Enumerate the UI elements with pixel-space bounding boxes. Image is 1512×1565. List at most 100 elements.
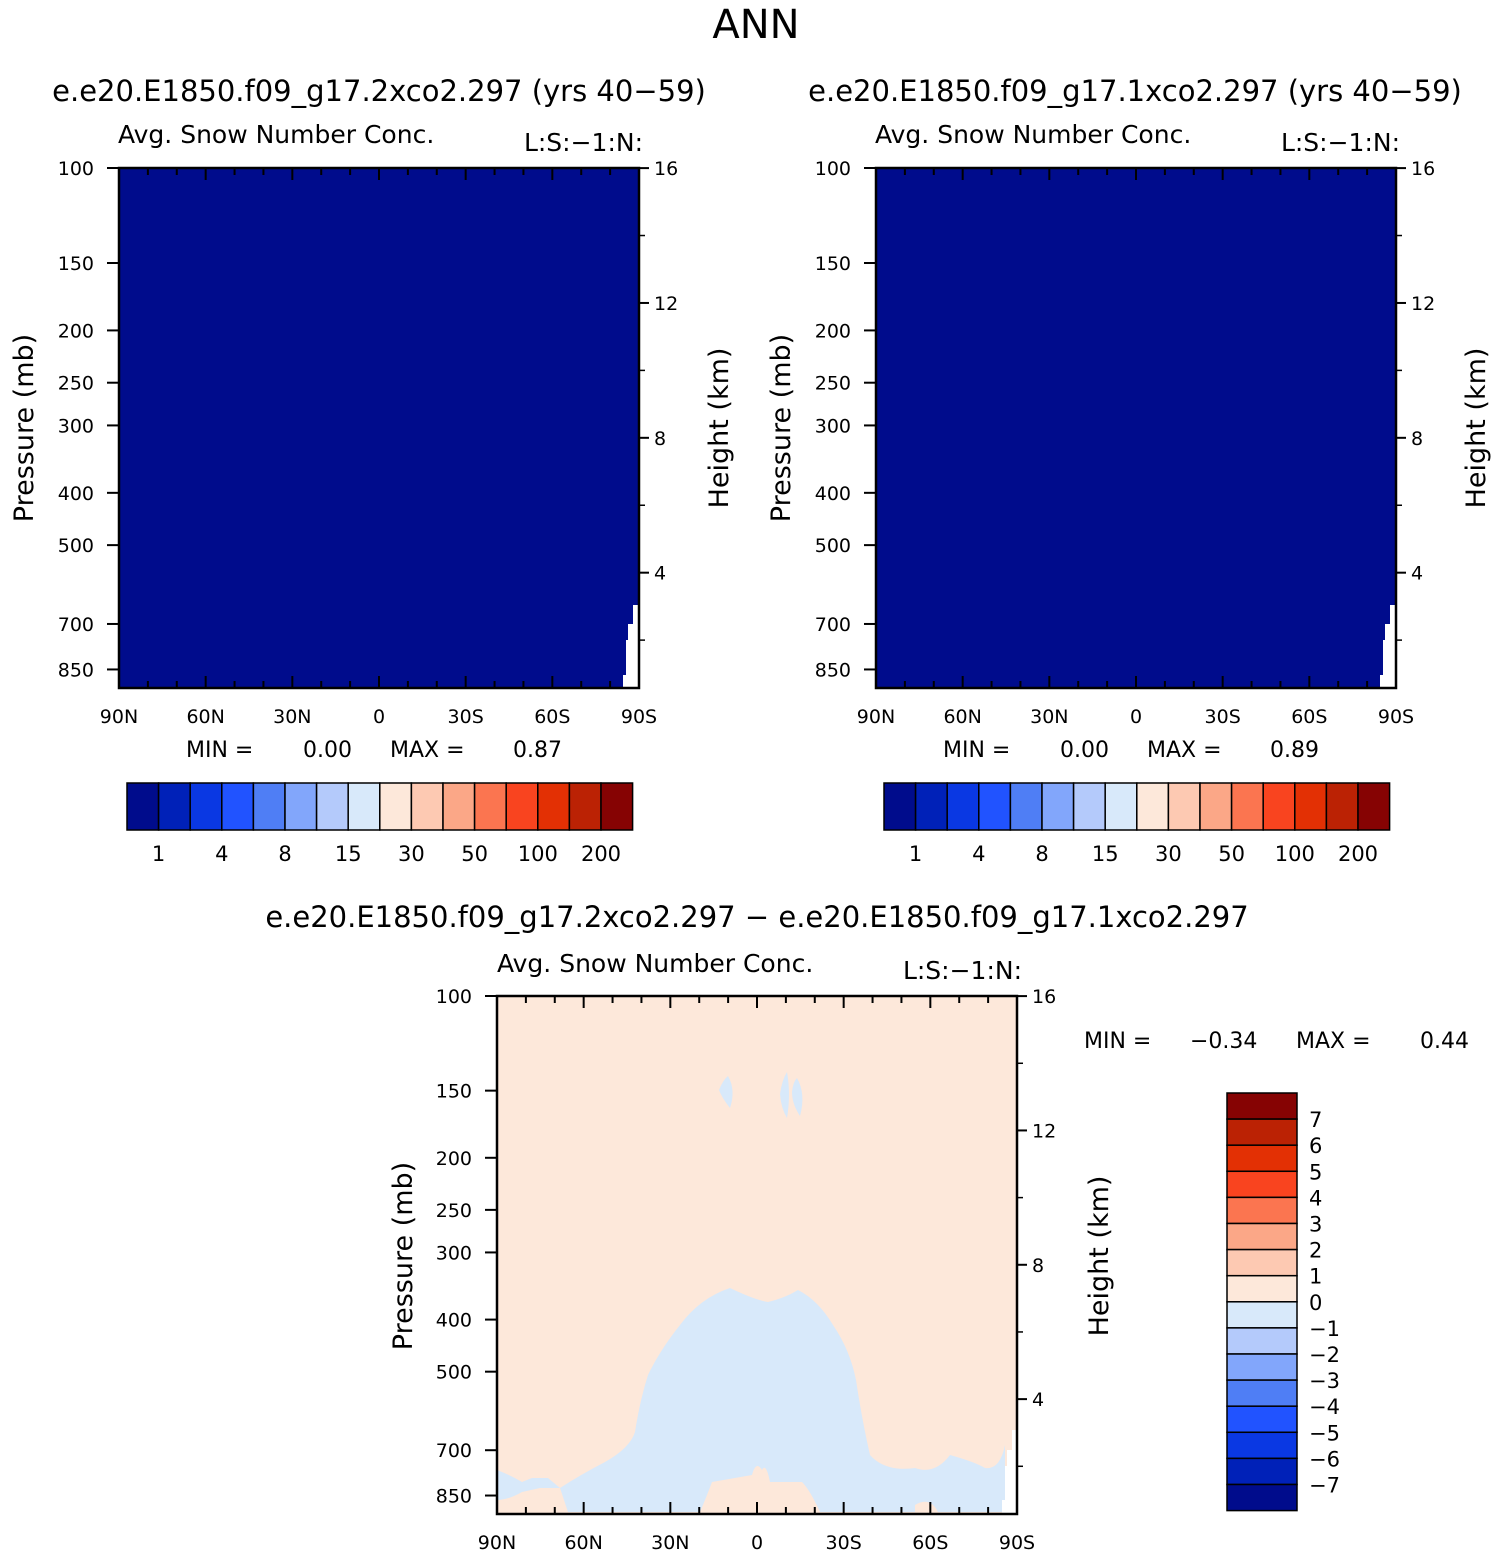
case1-colorbar-box <box>442 782 476 831</box>
diff-colorbar-label: 2 <box>1309 1239 1322 1263</box>
case1-right-tick-label: 12 <box>654 293 678 315</box>
case2-y-tick-label: 400 <box>815 483 851 505</box>
case1-colorbar-box <box>252 782 286 831</box>
diff-y-tick-label: 300 <box>436 1242 472 1264</box>
case1-colorbar-label: 8 <box>278 842 291 866</box>
diff-x-ticks: 90N 60N 30N 0 30S 60S 90S <box>478 996 1035 1554</box>
diff-missing-region <box>1002 1430 1017 1514</box>
diff-max-label: MAX = <box>1296 1029 1371 1054</box>
case1-right-tick-label: 8 <box>654 428 666 450</box>
diff-colorbar-label: −5 <box>1309 1421 1340 1445</box>
case1-right-tick-label: 4 <box>654 563 666 585</box>
case1-colorbar-box <box>157 782 191 831</box>
case2-colorbar-label: 4 <box>972 842 985 866</box>
case2-colorbar-label: 8 <box>1035 842 1048 866</box>
case2-colorbar-box <box>1009 782 1043 831</box>
diff-colorbar-label: 5 <box>1309 1160 1322 1184</box>
diff-colorbar-box <box>1226 1170 1298 1199</box>
case2-colorbar-box <box>978 782 1012 831</box>
case1-ylabel-right: Height (km) <box>704 348 735 509</box>
case2-right-tick-label: 16 <box>1411 158 1435 180</box>
case2-y-tick-label: 150 <box>815 253 851 275</box>
case2-ylabel: Pressure (mb) <box>766 334 797 522</box>
diff-colorbar-label: 1 <box>1309 1265 1322 1289</box>
case2-min-value: 0.00 <box>1060 738 1109 763</box>
diff-title: e.e20.E1850.f09_g17.2xco2.297 − e.e20.E1… <box>265 900 1248 934</box>
case2-colorbar-box <box>1230 782 1264 831</box>
diff-min-value: −0.34 <box>1190 1029 1257 1054</box>
case2-right-ticks: 16 12 8 4 <box>1396 158 1435 641</box>
diff-colorbar-label: −6 <box>1309 1447 1340 1471</box>
diff-negative-region-upper-left <box>719 1076 733 1108</box>
case2-right-tick-label: 12 <box>1411 293 1435 315</box>
panel-case2: e.e20.E1850.f09_g17.1xco2.297 (yrs 40−59… <box>766 74 1492 866</box>
case1-plot-area <box>119 168 639 688</box>
case2-colorbar-box <box>1357 782 1391 831</box>
diff-x-tick-label: 30N <box>651 1532 689 1554</box>
case2-colorbar: 1 4 8 15 30 50 100 200 <box>883 782 1391 866</box>
diff-right-ticks: 16 12 8 4 <box>1017 986 1056 1468</box>
case1-y-tick-label: 700 <box>58 614 94 636</box>
diff-ylabel-right: Height (km) <box>1084 1176 1115 1337</box>
case1-y-tick-label: 200 <box>58 320 94 342</box>
case1-min-label: MIN = <box>186 738 253 763</box>
case1-colorbar-box <box>568 782 602 831</box>
case1-x-tick-label: 90N <box>100 706 138 728</box>
diff-colorbar-box <box>1226 1379 1298 1407</box>
case2-right-tick-label: 4 <box>1411 563 1423 585</box>
case1-colorbar-box <box>189 782 223 831</box>
case1-right-ticks: 16 12 8 4 <box>639 158 678 641</box>
case1-colorbar-label: 30 <box>398 842 425 866</box>
case2-y-tick-label: 250 <box>815 373 851 395</box>
case2-y-tick-label: 700 <box>815 614 851 636</box>
case2-variable: Avg. Snow Number Conc. <box>875 120 1191 149</box>
case2-colorbar-label: 100 <box>1275 842 1315 866</box>
diff-negative-region-upper-right <box>792 1078 803 1116</box>
case1-colorbar-label: 200 <box>581 842 621 866</box>
diff-colorbar-label: 0 <box>1309 1291 1322 1315</box>
diff-x-tick-label: 60N <box>564 1532 602 1554</box>
case2-y-tick-label: 300 <box>815 415 851 437</box>
case1-title: e.e20.E1850.f09_g17.2xco2.297 (yrs 40−59… <box>52 74 706 108</box>
case1-colorbar: 1 4 8 15 30 50 100 200 <box>126 782 634 866</box>
case1-x-tick-label: 60S <box>534 706 570 728</box>
panel-case1: e.e20.E1850.f09_g17.2xco2.297 (yrs 40−59… <box>9 74 735 866</box>
diff-right-tick-label: 8 <box>1032 1255 1044 1277</box>
case2-colorbar-box <box>1104 782 1138 831</box>
case1-colorbar-box <box>347 782 381 831</box>
case2-ylabel-right: Height (km) <box>1461 348 1492 509</box>
page-title: ANN <box>712 2 799 48</box>
case2-colorbar-box <box>1136 782 1170 831</box>
diff-right-tick-label: 12 <box>1032 1120 1056 1142</box>
case1-y-ticks: 100 150 200 250 300 400 500 700 850 <box>58 158 119 681</box>
case1-y-tick-label: 850 <box>58 659 94 681</box>
case1-colorbar-box <box>379 782 413 831</box>
case1-ylabel: Pressure (mb) <box>9 334 40 522</box>
case1-colorbar-box <box>284 782 318 831</box>
diff-colorbar-box <box>1226 1144 1298 1173</box>
diff-colorbar-label: 4 <box>1309 1186 1322 1210</box>
diff-x-tick-label: 0 <box>751 1532 763 1554</box>
case2-colorbar-box <box>1041 782 1075 831</box>
case1-colorbar-box <box>600 782 634 831</box>
diff-y-tick-label: 500 <box>436 1362 472 1384</box>
case1-colorbar-label: 50 <box>461 842 488 866</box>
case2-y-tick-label: 100 <box>815 158 851 180</box>
diff-y-tick-label: 150 <box>436 1081 472 1103</box>
case2-colorbar-label: 50 <box>1218 842 1245 866</box>
case2-colorbar-label: 200 <box>1338 842 1378 866</box>
case2-title: e.e20.E1850.f09_g17.1xco2.297 (yrs 40−59… <box>808 74 1462 108</box>
case2-colorbar-label: 30 <box>1155 842 1182 866</box>
diff-right-tick-label: 4 <box>1032 1389 1044 1411</box>
diff-colorbar-box <box>1226 1457 1298 1486</box>
case1-x-tick-label: 90S <box>621 706 657 728</box>
case1-y-tick-label: 150 <box>58 253 94 275</box>
case1-colorbar-box <box>221 782 255 831</box>
case2-max-label: MAX = <box>1147 738 1222 763</box>
case2-colorbar-box <box>946 782 980 831</box>
case2-max-value: 0.89 <box>1270 738 1319 763</box>
diff-colorbar-box <box>1226 1274 1298 1303</box>
case2-missing-region <box>1380 605 1396 688</box>
diff-ylabel: Pressure (mb) <box>388 1162 419 1350</box>
diff-colorbar-label: −3 <box>1309 1369 1340 1393</box>
